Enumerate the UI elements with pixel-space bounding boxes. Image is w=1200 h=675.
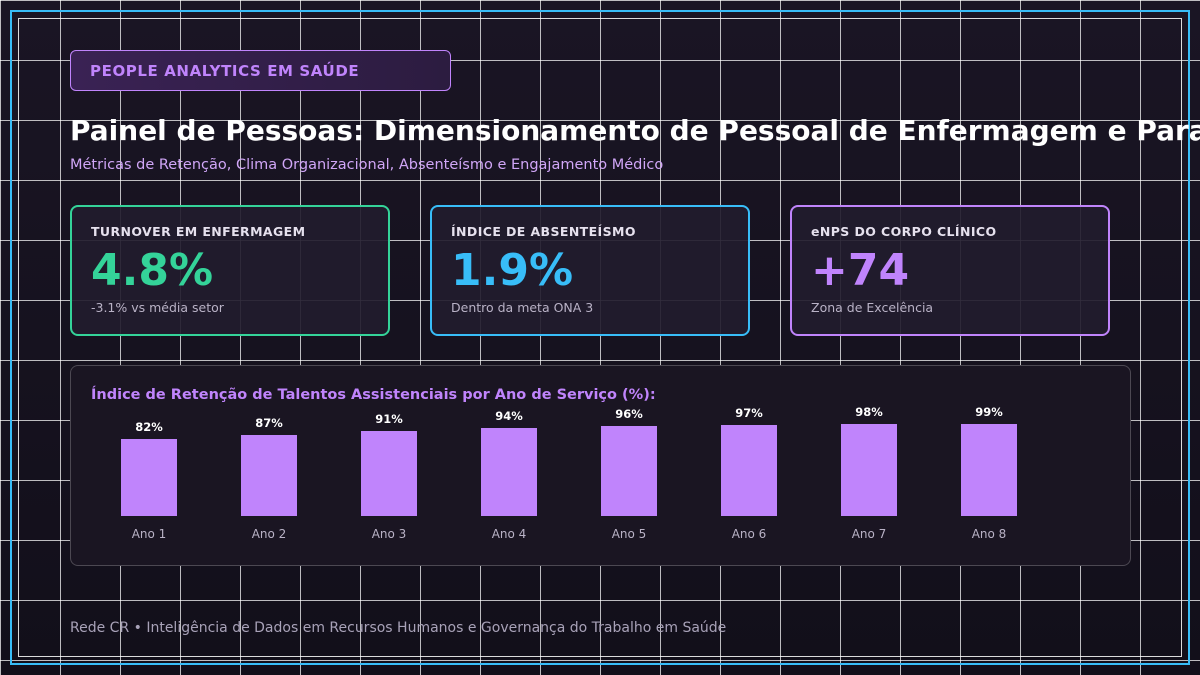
section-badge: PEOPLE ANALYTICS EM SAÚDE bbox=[70, 50, 451, 91]
bar-value-label: 98% bbox=[855, 405, 883, 419]
kpi-card-turnover: TURNOVER EM ENFERMAGEM 4.8% -3.1% vs méd… bbox=[70, 205, 390, 336]
section-badge-label: PEOPLE ANALYTICS EM SAÚDE bbox=[90, 61, 360, 80]
kpi-card-enps: eNPS DO CORPO CLÍNICO +74 Zona de Excelê… bbox=[790, 205, 1110, 336]
kpi-value: 4.8% bbox=[91, 245, 214, 296]
x-tick-label: Ano 5 bbox=[612, 527, 647, 541]
kpi-label: TURNOVER EM ENFERMAGEM bbox=[91, 224, 306, 239]
x-tick-label: Ano 1 bbox=[132, 527, 167, 541]
chart-title: Índice de Retenção de Talentos Assistenc… bbox=[91, 386, 656, 403]
bar-ano-2 bbox=[241, 435, 297, 516]
retention-bar-chart: Índice de Retenção de Talentos Assistenc… bbox=[91, 386, 1017, 541]
x-tick-label: Ano 2 bbox=[252, 527, 287, 541]
bar-ano-5 bbox=[601, 426, 657, 516]
bar-value-label: 87% bbox=[255, 416, 283, 430]
bar-ano-8 bbox=[961, 424, 1017, 516]
kpi-note: -3.1% vs média setor bbox=[91, 300, 224, 315]
kpi-value: 1.9% bbox=[451, 245, 574, 296]
page-title: Painel de Pessoas: Dimensionamento de Pe… bbox=[70, 114, 1200, 147]
x-tick-label: Ano 7 bbox=[852, 527, 887, 541]
x-tick-label: Ano 6 bbox=[732, 527, 767, 541]
bar-ano-4 bbox=[481, 428, 537, 516]
bar-value-label: 94% bbox=[495, 409, 523, 423]
bar-ano-1 bbox=[121, 439, 177, 516]
kpi-label: ÍNDICE DE ABSENTEÍSMO bbox=[451, 224, 636, 239]
bar-value-label: 97% bbox=[735, 406, 763, 420]
footer-text: Rede CR • Inteligência de Dados em Recur… bbox=[70, 620, 727, 636]
bar-ano-3 bbox=[361, 431, 417, 516]
bar-ano-7 bbox=[841, 424, 897, 516]
bar-value-label: 96% bbox=[615, 407, 643, 421]
bar-ano-6 bbox=[721, 425, 777, 516]
bar-value-label: 82% bbox=[135, 420, 163, 434]
kpi-label: eNPS DO CORPO CLÍNICO bbox=[811, 224, 997, 239]
x-tick-label: Ano 3 bbox=[372, 527, 407, 541]
kpi-note: Dentro da meta ONA 3 bbox=[451, 300, 594, 315]
x-tick-label: Ano 4 bbox=[492, 527, 527, 541]
page-subtitle: Métricas de Retenção, Clima Organizacion… bbox=[70, 157, 664, 173]
bar-value-label: 99% bbox=[975, 405, 1003, 419]
kpi-note: Zona de Excelência bbox=[811, 300, 934, 315]
bar-value-label: 91% bbox=[375, 412, 403, 426]
retention-chart-panel: Índice de Retenção de Talentos Assistenc… bbox=[70, 365, 1131, 566]
kpi-card-absenteeism: ÍNDICE DE ABSENTEÍSMO 1.9% Dentro da met… bbox=[430, 205, 750, 336]
x-tick-label: Ano 8 bbox=[972, 527, 1007, 541]
kpi-value: +74 bbox=[811, 245, 910, 296]
